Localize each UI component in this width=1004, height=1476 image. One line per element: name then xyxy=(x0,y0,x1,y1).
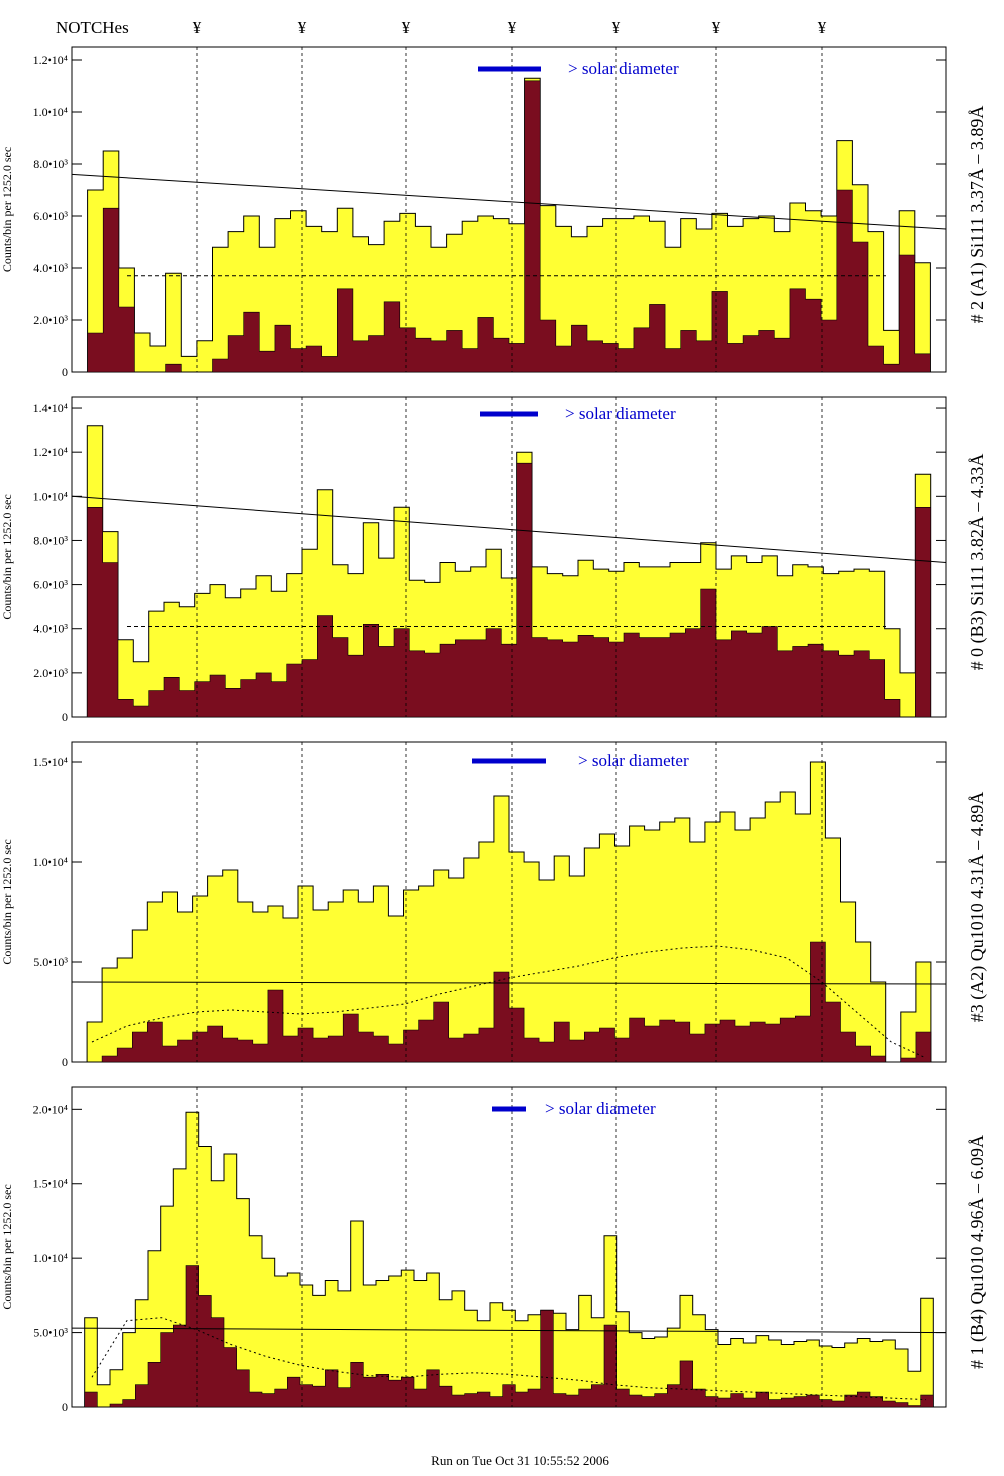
y-tick-label: 1.0•10⁴ xyxy=(33,855,68,869)
y-tick-label: 5.0•10³ xyxy=(33,955,68,969)
y-tick-label: 1.0•10⁴ xyxy=(33,489,68,503)
notch-marker: ¥ xyxy=(507,18,517,37)
trend-line xyxy=(71,1327,947,1334)
y-axis-label: Counts/bin per 1252.0 sec xyxy=(0,494,14,619)
legend-label: > solar diameter xyxy=(565,404,676,423)
y-tick-label: 5.0•10³ xyxy=(33,1326,68,1340)
y-axis-label: Counts/bin per 1252.0 sec xyxy=(0,1184,14,1309)
background-series xyxy=(72,941,946,1063)
panel-a2: 0 5.0•10³ 1.0•10⁴ 1.5•10⁴ Counts/bin per 125… xyxy=(0,741,988,1069)
y-tick-label: 8.0•10³ xyxy=(33,533,68,547)
legend-label: > solar diameter xyxy=(545,1099,656,1118)
y-tick-label: 1.5•10⁴ xyxy=(33,1177,68,1191)
y-tick-label: 1.0•10⁴ xyxy=(33,105,68,119)
y-tick-label: 1.2•10⁴ xyxy=(33,53,68,67)
background-series xyxy=(72,80,946,373)
y-tick-label: 0 xyxy=(62,1400,68,1414)
y-tick-label: 6.0•10³ xyxy=(33,578,68,592)
y-tick-label: 1.2•10⁴ xyxy=(33,445,68,459)
y-tick-label: 0 xyxy=(62,710,68,724)
notch-marker: ¥ xyxy=(297,18,307,37)
y-tick-label: 1.5•10⁴ xyxy=(33,755,68,769)
total-counts-series xyxy=(72,1111,946,1408)
y-tick-label: 0 xyxy=(62,365,68,379)
y-tick-label: 2.0•10³ xyxy=(33,666,68,680)
detector-label: # 0 (B3) Si111 3.82Å – 4.33Å xyxy=(967,454,988,671)
detector-label: # 1 (B4) Qu1010 4.96Å – 6.09Å xyxy=(967,1135,988,1369)
background-series xyxy=(72,462,946,718)
notches-label: NOTCHes xyxy=(56,18,129,37)
panel-a1: 0 2.0•10³ 4.0•10³ 6.0•10³ 8.0•10³ 1.0•10⁴ 1.2•… xyxy=(0,46,988,379)
y-tick-label: 6.0•10³ xyxy=(33,209,68,223)
detector-label: #3 (A2) Qu1010 4.31Å – 4.89Å xyxy=(967,792,988,1022)
y-tick-label: 0 xyxy=(62,1055,68,1069)
notch-marker: ¥ xyxy=(711,18,721,37)
model-curve xyxy=(91,1317,927,1401)
run-footer: Run on Tue Oct 31 10:55:52 2006 xyxy=(431,1453,609,1468)
y-axis-label: Counts/bin per 1252.0 sec xyxy=(0,839,14,964)
y-tick-label: 2.0•10³ xyxy=(33,313,68,327)
model-curve xyxy=(91,945,927,1059)
y-axis-label: Counts/bin per 1252.0 sec xyxy=(0,147,14,272)
notch-marker: ¥ xyxy=(192,18,202,37)
notch-marker: ¥ xyxy=(401,18,411,37)
y-tick-label: 1.0•10⁴ xyxy=(33,1251,68,1265)
total-counts-series xyxy=(72,761,946,1063)
panel-b3: 0 2.0•10³ 4.0•10³ 6.0•10³ 8.0•10³ 1.0•10⁴ 1.2•… xyxy=(0,396,988,724)
y-tick-label: 8.0•10³ xyxy=(33,157,68,171)
y-tick-label: 1.4•10⁴ xyxy=(33,401,68,415)
panel-b4: 0 5.0•10³ 1.0•10⁴ 1.5•10⁴ 2.0•10⁴ Counts/bin … xyxy=(0,1086,988,1414)
notch-marker: ¥ xyxy=(817,18,827,37)
legend-label: > solar diameter xyxy=(568,59,679,78)
notch-marker: ¥ xyxy=(611,18,621,37)
trend-line xyxy=(71,495,947,564)
y-tick-label: 4.0•10³ xyxy=(33,261,68,275)
background-series xyxy=(72,1265,946,1408)
y-tick-label: 2.0•10⁴ xyxy=(33,1102,68,1116)
y-tick-label: 4.0•10³ xyxy=(33,622,68,636)
trend-line xyxy=(71,981,947,985)
trend-line xyxy=(71,173,947,230)
detector-label: # 2 (A1) Si111 3.37Å – 3.89Å xyxy=(967,106,988,324)
legend-label: > solar diameter xyxy=(578,751,689,770)
